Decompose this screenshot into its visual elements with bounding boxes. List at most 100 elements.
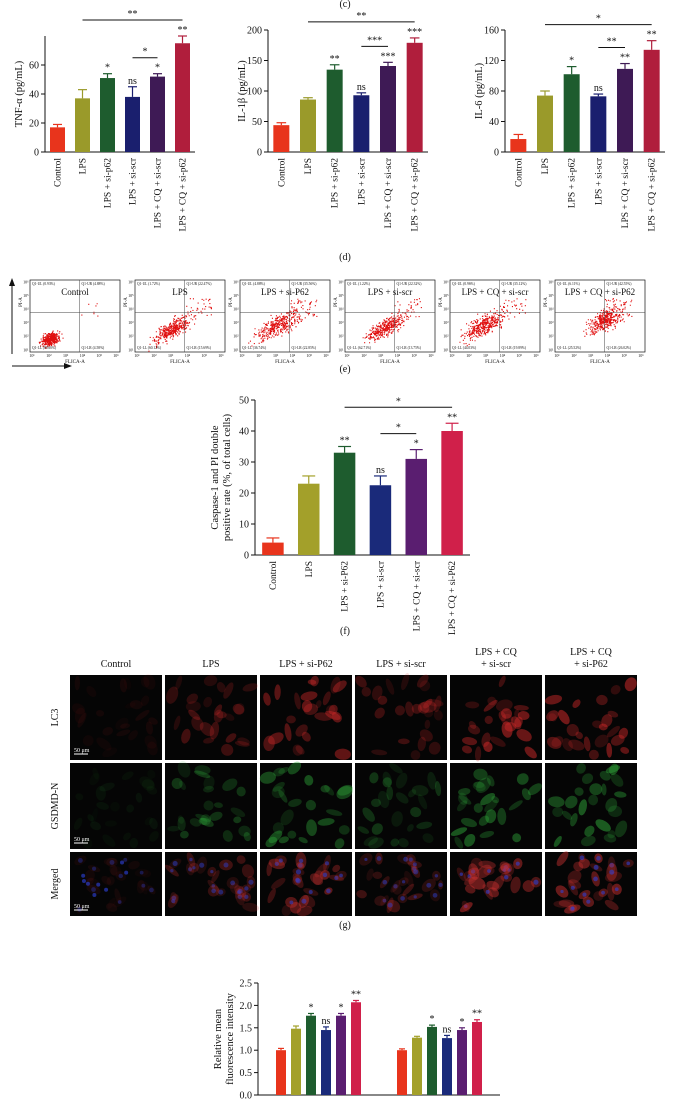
cell	[136, 879, 145, 894]
nucleus	[91, 887, 96, 892]
scale-label: 50 μm	[74, 837, 90, 843]
micrograph	[545, 763, 637, 849]
x-tick-label: 10⁴	[500, 353, 506, 358]
cell	[588, 749, 599, 760]
cell	[87, 814, 94, 822]
cell	[180, 830, 189, 839]
cell	[322, 691, 331, 706]
cell	[410, 750, 421, 760]
cell	[615, 820, 628, 838]
nucleus	[199, 862, 205, 868]
cell	[511, 716, 522, 730]
cell	[304, 775, 314, 786]
x-tick-label: LPS + CQ + si-p62	[179, 158, 189, 232]
cell	[147, 769, 156, 779]
y-tick-label: 10⁵	[443, 293, 449, 298]
cell	[121, 771, 134, 781]
nucleus	[78, 858, 83, 863]
cell	[610, 734, 625, 746]
bar	[405, 458, 427, 555]
y-tick-label: 10²	[233, 334, 239, 339]
cell	[170, 892, 178, 905]
nucleus	[230, 880, 236, 886]
cell	[377, 695, 388, 705]
micrograph	[355, 763, 447, 849]
nucleus	[274, 861, 279, 866]
cell	[147, 741, 158, 756]
cell	[426, 699, 444, 707]
cell	[209, 811, 223, 821]
cell	[389, 763, 403, 774]
cell	[238, 825, 251, 837]
cell	[189, 818, 202, 827]
quadrant-label: Q1-LR (4.58%)	[82, 346, 106, 350]
cell	[478, 815, 490, 826]
row-label: Merged	[50, 869, 61, 900]
cell	[500, 862, 510, 872]
bar	[100, 78, 115, 152]
cell	[528, 783, 542, 796]
panel-label: (g)	[339, 920, 351, 931]
cell	[459, 795, 472, 805]
cell	[395, 772, 408, 789]
cell	[480, 793, 496, 806]
x-tick-label: 10⁶	[533, 353, 539, 358]
cell	[334, 838, 345, 849]
x-tick-label: 10⁴	[395, 353, 401, 358]
cell	[177, 761, 191, 778]
cell	[417, 702, 430, 714]
cell	[558, 899, 575, 907]
cell	[295, 745, 305, 755]
cell	[263, 692, 271, 706]
cell	[476, 777, 491, 794]
nucleus	[211, 888, 216, 894]
cell	[477, 864, 492, 879]
nucleus	[109, 859, 115, 865]
cell	[241, 864, 255, 878]
quadrant-label: Q1-LR (22.85%)	[292, 346, 317, 350]
cell	[103, 857, 117, 866]
bar	[441, 431, 463, 555]
x-tick-label: LPS	[304, 158, 314, 174]
y-tick-label: 40	[489, 117, 499, 128]
x-tick-label: LPS + CQ + si-scr	[384, 157, 394, 228]
cell	[225, 733, 237, 743]
cell	[140, 885, 148, 895]
cell	[565, 795, 578, 809]
cell	[185, 863, 195, 876]
cell	[594, 734, 609, 748]
nucleus	[81, 873, 86, 878]
y-tick-label: 10⁶	[548, 279, 554, 284]
cell	[171, 777, 183, 790]
cell	[504, 722, 517, 732]
y-axis-label: PI-A	[544, 297, 549, 307]
cell	[593, 891, 604, 901]
cell	[222, 830, 233, 842]
y-tick-label: 10⁶	[338, 279, 344, 284]
cell	[234, 741, 250, 747]
x-tick-label: 10¹	[554, 353, 560, 358]
cell	[232, 703, 245, 715]
cell	[87, 865, 101, 873]
cell	[589, 783, 603, 796]
cell	[123, 832, 131, 841]
x-tick-label: LPS + si-scr	[594, 157, 604, 205]
cell	[575, 731, 583, 740]
cell	[194, 765, 211, 775]
cell	[474, 746, 482, 762]
bar	[510, 139, 527, 152]
x-tick-label: 10⁶	[638, 353, 644, 358]
nucleus	[120, 860, 125, 865]
bar	[412, 1037, 422, 1095]
nucleus	[326, 888, 331, 894]
cell	[336, 786, 353, 800]
nucleus	[502, 868, 507, 872]
nucleus	[401, 880, 406, 884]
cell	[207, 879, 220, 892]
cell	[514, 709, 520, 719]
cell	[267, 888, 276, 904]
cell	[105, 903, 118, 912]
significance: *	[155, 63, 160, 74]
micrograph: 50 μm	[70, 763, 162, 849]
cell	[307, 679, 317, 685]
